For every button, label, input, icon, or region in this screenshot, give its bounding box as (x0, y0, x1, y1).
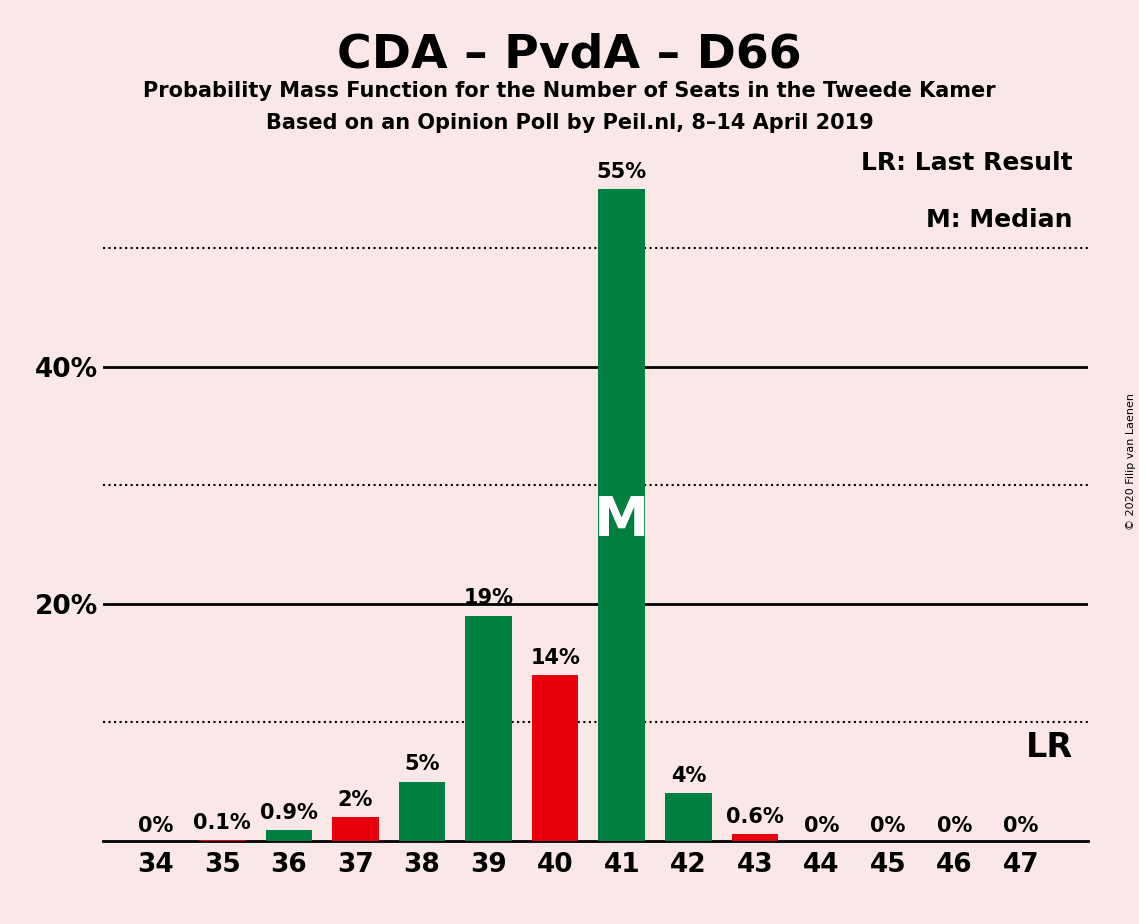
Bar (199, 840, 246, 841)
Text: 0%: 0% (1003, 816, 1039, 836)
Bar (598, 188, 645, 841)
Text: 0.1%: 0.1% (194, 812, 252, 833)
Text: 4%: 4% (671, 766, 706, 786)
Text: Probability Mass Function for the Number of Seats in the Tweede Kamer: Probability Mass Function for the Number… (144, 81, 995, 102)
Text: 0%: 0% (870, 816, 906, 836)
Bar (731, 833, 778, 841)
Text: 5%: 5% (404, 754, 440, 774)
Text: 55%: 55% (597, 162, 647, 181)
Bar (265, 830, 312, 841)
Text: CDA – PvdA – D66: CDA – PvdA – D66 (337, 32, 802, 78)
Text: 0.9%: 0.9% (260, 803, 318, 823)
Text: 19%: 19% (464, 589, 514, 608)
Text: M: Median: M: Median (926, 208, 1073, 232)
Bar (665, 794, 712, 841)
Text: LR: LR (1026, 731, 1073, 763)
Text: 0%: 0% (937, 816, 973, 836)
Text: 0%: 0% (804, 816, 839, 836)
Text: LR: Last Result: LR: Last Result (861, 151, 1073, 175)
Bar (532, 675, 579, 841)
Bar (333, 817, 379, 841)
Text: 14%: 14% (531, 648, 580, 668)
Bar (399, 782, 445, 841)
Text: M: M (595, 493, 649, 548)
Text: © 2020 Filip van Laenen: © 2020 Filip van Laenen (1126, 394, 1136, 530)
Bar (466, 615, 511, 841)
Text: 0.6%: 0.6% (726, 807, 784, 827)
Text: Based on an Opinion Poll by Peil.nl, 8–14 April 2019: Based on an Opinion Poll by Peil.nl, 8–1… (265, 113, 874, 133)
Text: 2%: 2% (338, 790, 374, 810)
Text: 0%: 0% (138, 816, 173, 836)
